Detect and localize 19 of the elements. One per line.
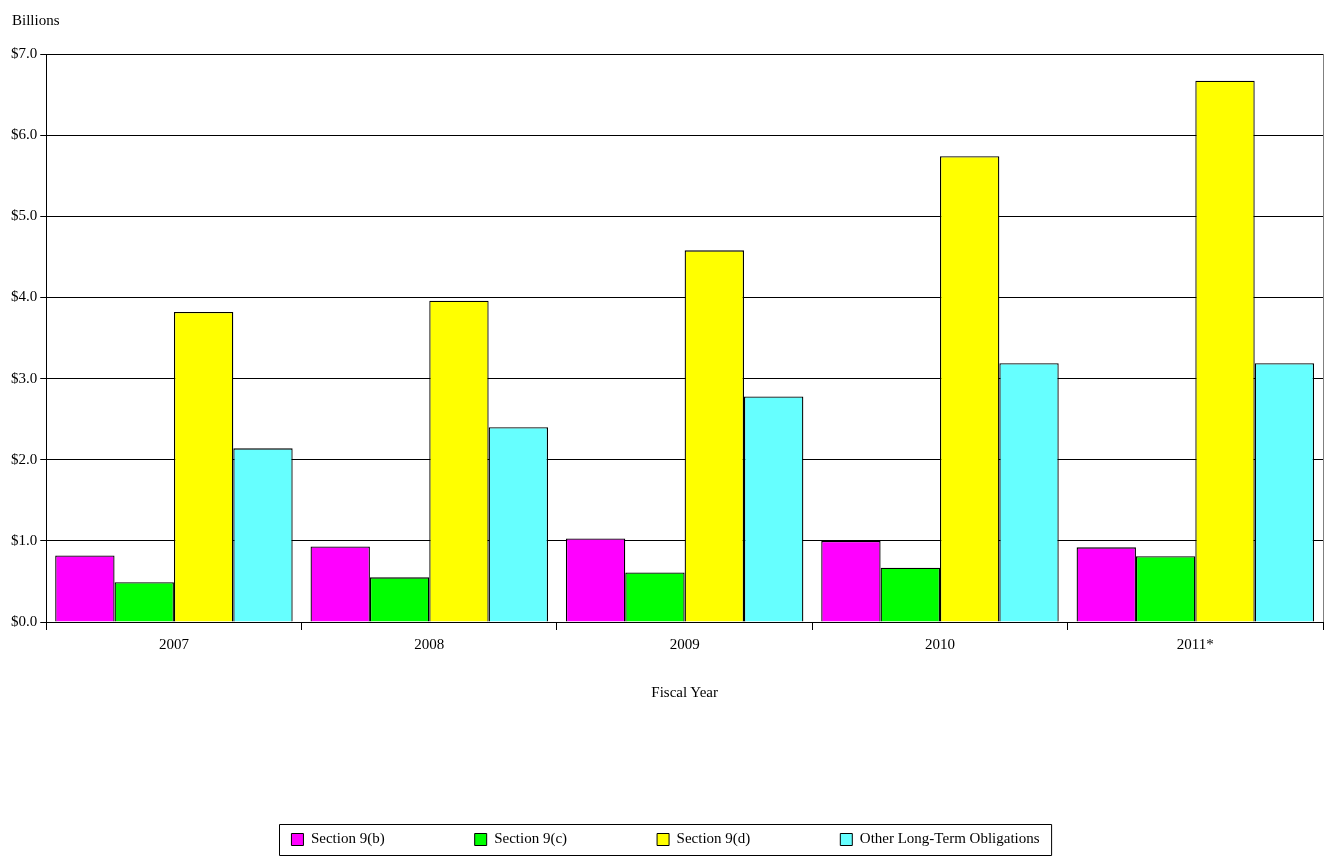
- legend-label: Section 9(b): [310, 830, 385, 848]
- y-tick-label: $7.0: [11, 44, 38, 61]
- x-axis-title: Fiscal Year: [651, 683, 718, 700]
- y-tick-label: $4.0: [11, 288, 38, 305]
- y-tick-label: $6.0: [11, 126, 38, 143]
- legend-label: Section 9(d): [676, 830, 751, 848]
- x-tick-label: 2010: [924, 635, 955, 652]
- x-tick-label: 2008: [414, 635, 445, 652]
- y-tick-label: $5.0: [11, 207, 38, 224]
- x-tick-label: 2009: [669, 635, 700, 652]
- y-axis-title: Billions: [12, 12, 60, 29]
- y-tick-label: $3.0: [11, 369, 38, 386]
- x-tick-label: 2011*: [1176, 635, 1214, 652]
- legend-label: Section 9(c): [494, 830, 568, 848]
- y-tick-label: $0.0: [11, 612, 38, 629]
- x-tick-label: 2007: [158, 635, 190, 652]
- legend-label: Other Long-Term Obligations: [859, 830, 1040, 847]
- y-tick-label: $1.0: [11, 531, 38, 548]
- y-tick-label: $2.0: [11, 450, 38, 467]
